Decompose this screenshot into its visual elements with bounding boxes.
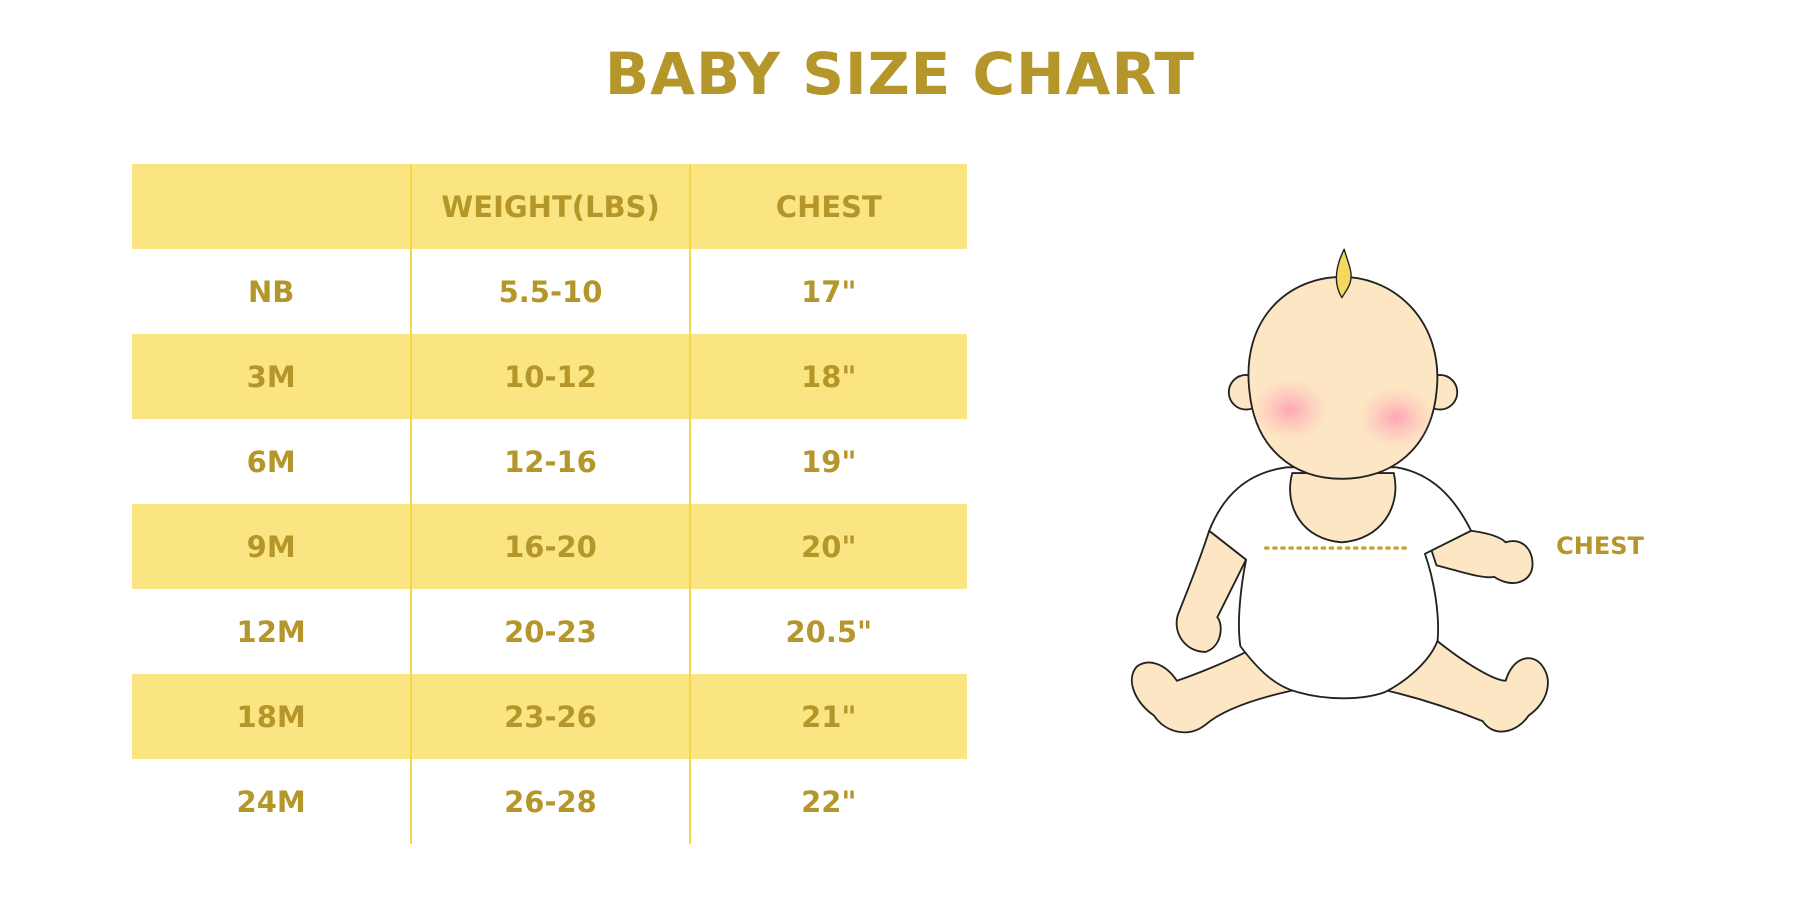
table-cell: 24M xyxy=(236,784,306,819)
table-cell: 23-26 xyxy=(410,674,688,759)
table-cell: 12M xyxy=(236,614,306,649)
page-title: BABY SIZE CHART xyxy=(604,40,1196,108)
baby-drawing xyxy=(1131,248,1549,734)
table-cell: 10-12 xyxy=(410,334,688,419)
table-cell: 6M xyxy=(246,444,296,479)
table-cell: 18" xyxy=(688,334,967,419)
table-cell: 16-20 xyxy=(410,504,688,589)
table-cell: 5.5-10 xyxy=(410,249,688,334)
table-cell: 19" xyxy=(688,419,967,504)
table-cell: 20-23 xyxy=(410,589,688,674)
table-row: 24M 26-28 22" xyxy=(132,759,967,844)
table-row: 6M 12-16 19" xyxy=(132,419,967,504)
table-row: 18M 23-26 21" xyxy=(132,674,967,759)
table-cell: 12-16 xyxy=(410,419,688,504)
table-row: 12M 20-23 20.5" xyxy=(132,589,967,674)
table-cell: 21" xyxy=(688,674,967,759)
table-cell: 22" xyxy=(688,759,967,844)
table-cell: 20" xyxy=(688,504,967,589)
table-row: 3M 10-12 18" xyxy=(132,334,967,419)
header-row: WEIGHT(LBS) CHEST xyxy=(132,164,967,249)
table-cell: 26-28 xyxy=(410,759,688,844)
table-row: 9M 16-20 20" xyxy=(132,504,967,589)
header-cell: CHEST xyxy=(688,164,967,249)
table-cell: 3M xyxy=(246,359,296,394)
table-cell: 17" xyxy=(688,249,967,334)
size-table: WEIGHT(LBS) CHEST NB 5.5-10 17" 3M 10-12 18" 6M 1… xyxy=(132,164,967,844)
table-cell: 20.5" xyxy=(688,589,967,674)
header-cell: WEIGHT(LBS) xyxy=(410,164,688,249)
table-cell: 18M xyxy=(236,699,306,734)
table-cell: NB xyxy=(247,274,295,309)
table-row: NB 5.5-10 17" xyxy=(132,249,967,334)
chest-label: CHEST xyxy=(1556,532,1644,560)
table-cell: 9M xyxy=(246,529,296,564)
